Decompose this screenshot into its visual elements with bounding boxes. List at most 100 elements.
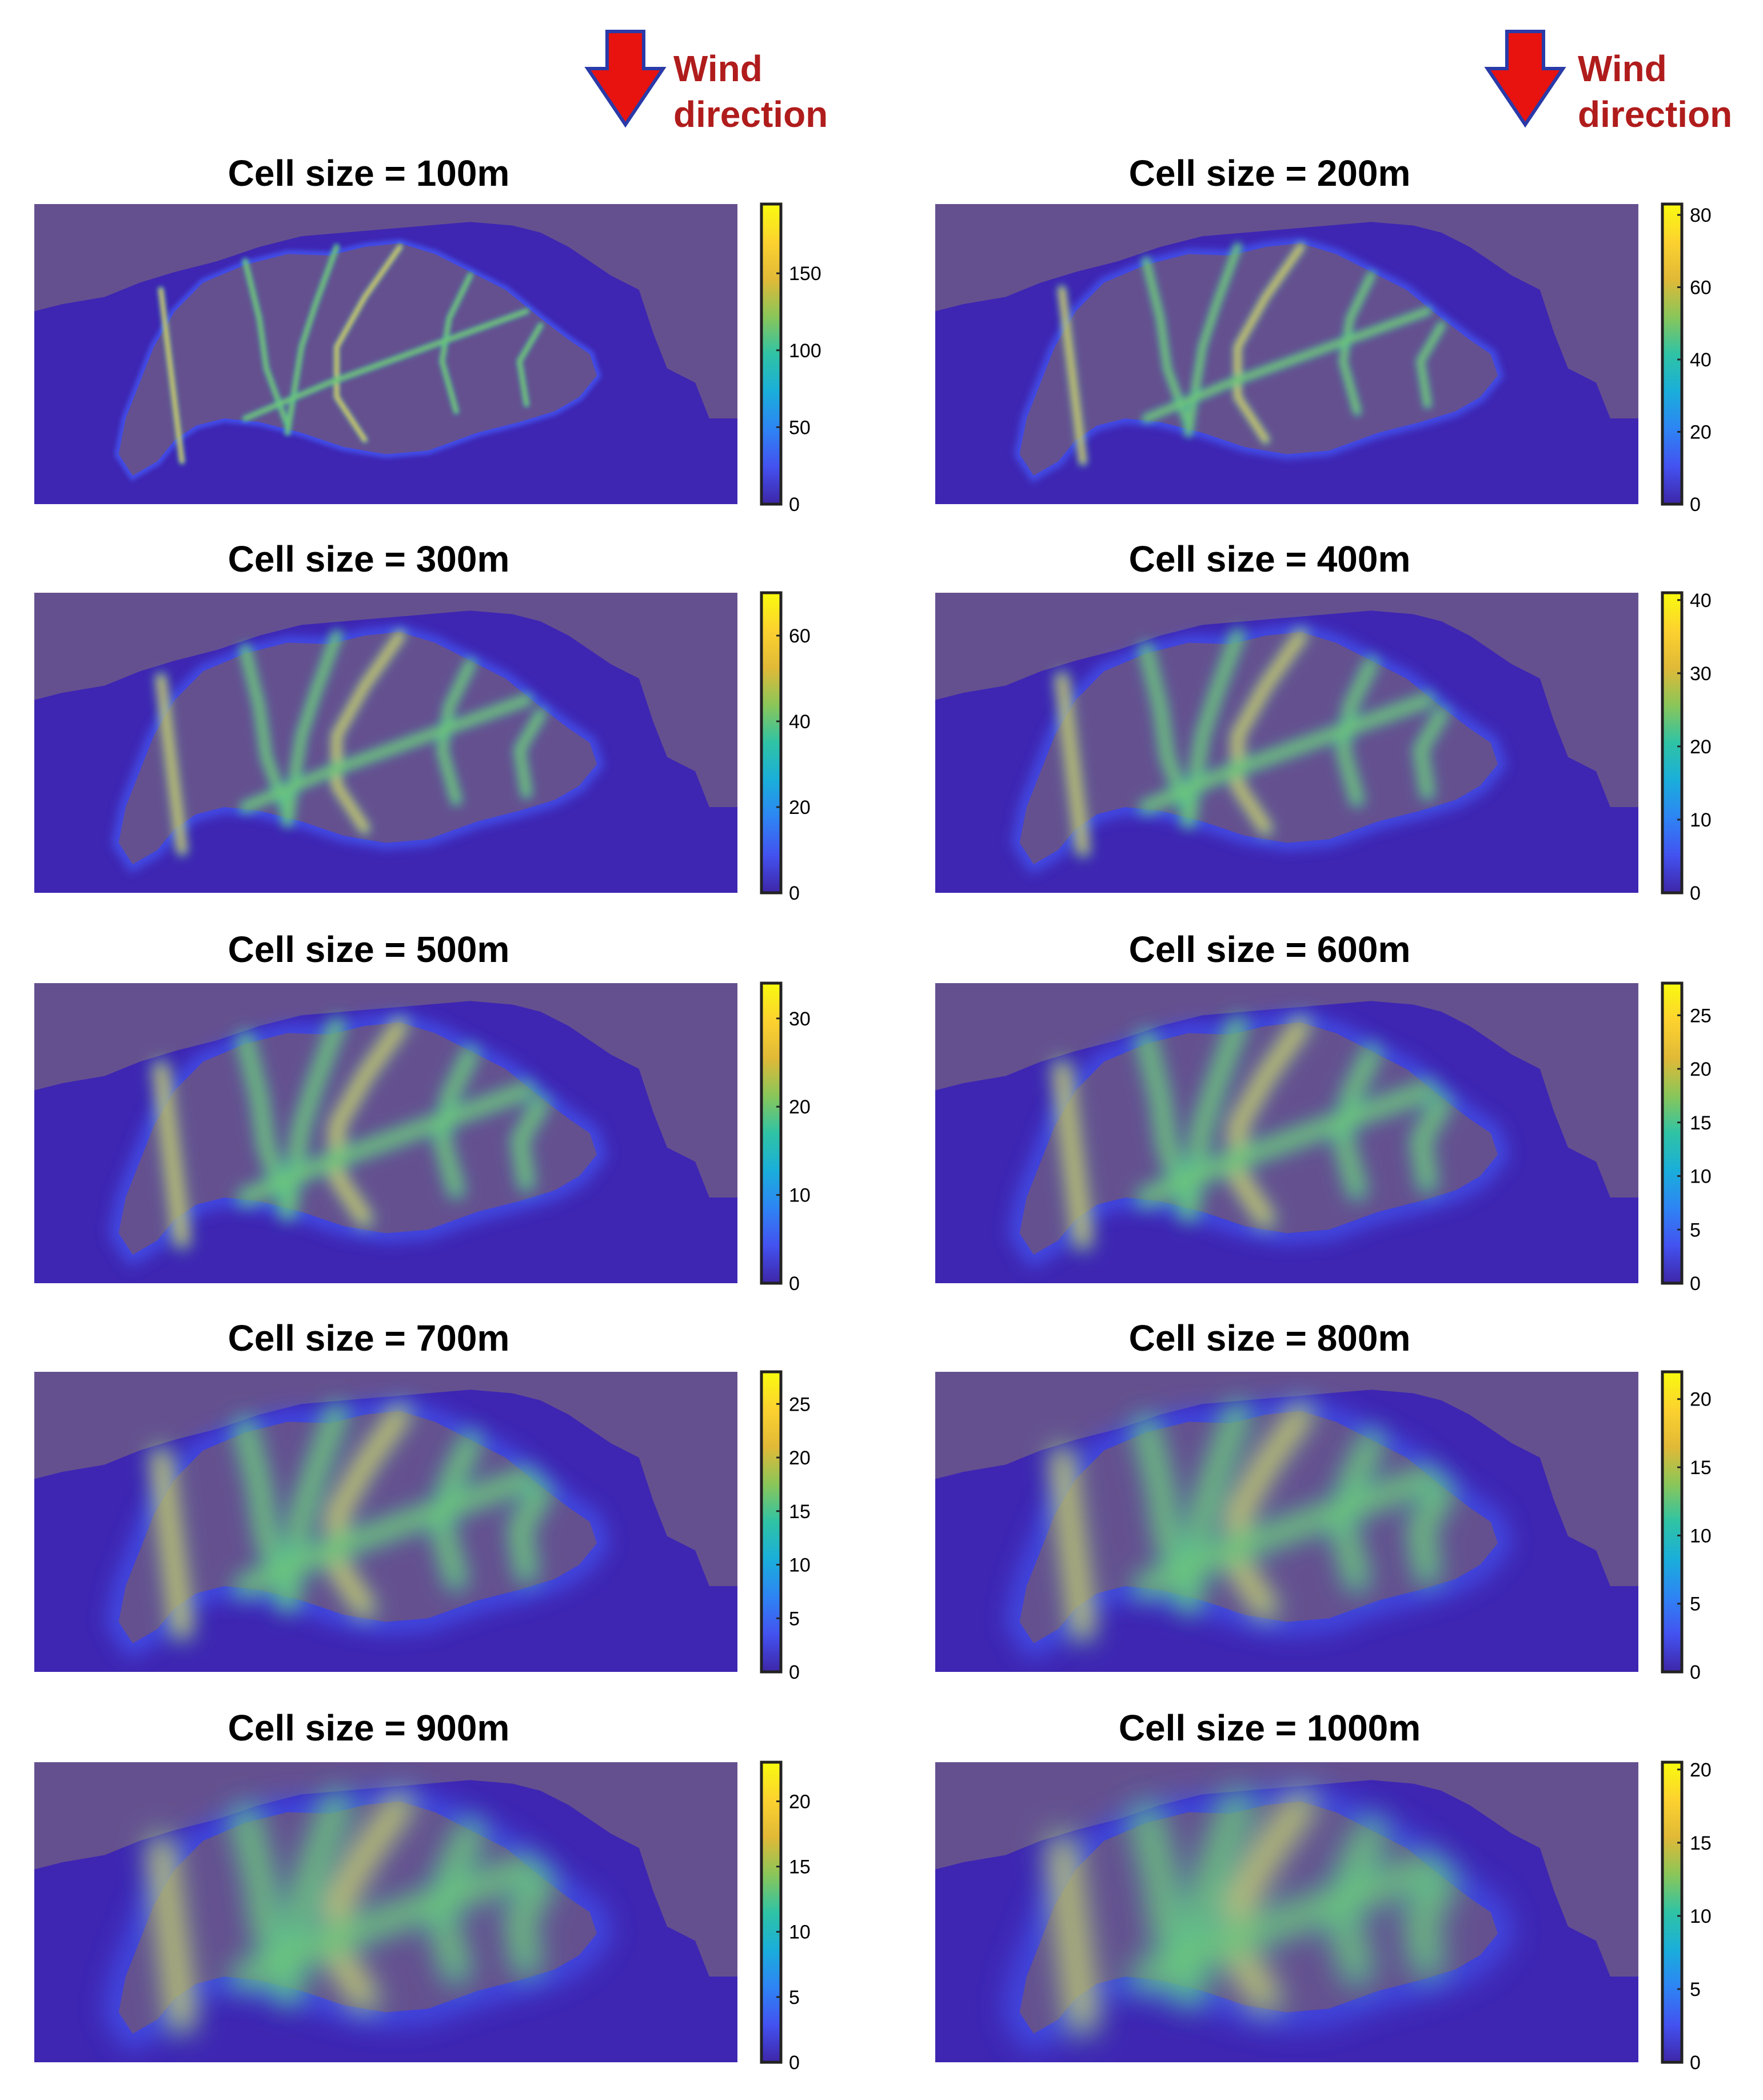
land-region (34, 1762, 737, 1977)
corridor-core (1414, 1487, 1448, 1579)
heatmap-plot-area (34, 983, 737, 1283)
corridor-layer (1050, 1014, 1453, 1252)
island-landmass (1019, 243, 1498, 476)
colorbar-tick-label: 0 (789, 883, 800, 904)
colorbar-tick-label: 30 (789, 1008, 811, 1030)
colorbar-tick-label: 30 (1690, 663, 1712, 685)
colorbar-tick-label: 20 (1690, 1759, 1712, 1781)
colorbar-tick-label: 150 (789, 263, 821, 285)
heatmap-panel: Cell size = 100m 0 50 100 150 (34, 153, 821, 516)
corridor-core (239, 1473, 533, 1592)
colorbar: 0 10 20 30 (760, 981, 811, 1295)
colorbar-tick-label: 80 (1690, 205, 1712, 226)
heatmap-panel: Cell size = 400m 0 10 20 30 40 (935, 538, 1712, 904)
land-region (935, 204, 1638, 418)
colorbar-tick-label: 5 (1690, 1594, 1701, 1615)
corridor-core (238, 1862, 534, 1984)
colorbar-gradient (760, 202, 783, 506)
wind-label-line1: Wind (673, 48, 763, 89)
colorbar: 0 10 20 30 40 (1661, 590, 1712, 904)
heatmap-plot-area (935, 1762, 1638, 2062)
corridor-core (335, 245, 402, 442)
corridor-core (513, 1487, 547, 1578)
wind-indicator-right: Wind direction (1484, 30, 1732, 135)
panel-title: Cell size = 200m (1129, 153, 1411, 194)
colorbar-tick-label: 40 (1690, 349, 1712, 371)
colorbar-tick-label: 60 (789, 625, 811, 647)
corridor-layer (151, 1016, 551, 1251)
colorbar-tick-label: 10 (1690, 1166, 1712, 1188)
land-region (34, 593, 737, 807)
wind-arrow-icon (1484, 30, 1566, 128)
panel-title: Cell size = 900m (228, 1707, 510, 1748)
corridor-core (330, 1408, 406, 1614)
corridor-core (1058, 674, 1087, 854)
corridor-core (1141, 1085, 1433, 1203)
colorbar-tick-label: 15 (1690, 1832, 1712, 1854)
colorbar-tick-label: 5 (789, 1987, 800, 2009)
island-landmass (118, 632, 597, 864)
heatmap-plot-area (34, 593, 737, 893)
corridor-layer (1056, 242, 1447, 466)
colorbar: 0 20 40 60 80 (1661, 202, 1712, 516)
corridor-layer (1043, 1787, 1460, 2038)
corridor-core (1230, 1797, 1309, 2006)
corridor-core (518, 324, 543, 406)
heatmap-plot-area (935, 593, 1638, 893)
heatmap-plot-area (34, 1762, 737, 2062)
colorbar-tick-label: 5 (789, 1608, 800, 1630)
corridor-core (241, 1085, 531, 1202)
colorbar-tick-label: 20 (789, 1791, 811, 1812)
colorbar-tick-label: 0 (1690, 494, 1701, 516)
heatmap-panel: Cell size = 600m 0 5 10 15 20 25 (935, 929, 1712, 1295)
colorbar-tick-label: 15 (789, 1501, 811, 1523)
panel-title: Cell size = 100m (228, 153, 510, 194)
panel-title: Cell size = 600m (1129, 929, 1411, 970)
colorbar-gradient (760, 591, 783, 895)
colorbar-gradient (1661, 591, 1684, 895)
colorbar-tick-label: 0 (789, 1662, 800, 1683)
corridor-core (1232, 1021, 1306, 1224)
heatmap-plot-area (34, 204, 737, 504)
corridor-core (1139, 1472, 1434, 1593)
corridor-core (1142, 696, 1431, 811)
panel-title: Cell size = 500m (228, 929, 510, 970)
wind-indicator-left: Wind direction (584, 30, 828, 135)
panel-title: Cell size = 300m (228, 538, 510, 580)
panel-title: Cell size = 1000m (1119, 1707, 1421, 1748)
colorbar-tick-label: 5 (1690, 1219, 1701, 1241)
colorbar-tick-label: 10 (789, 1185, 811, 1207)
colorbar-tick-label: 10 (789, 1922, 811, 1943)
heatmap-panel: Cell size = 700m 0 5 10 15 20 25 (34, 1318, 811, 1683)
corridor-core (516, 711, 544, 796)
corridor-core (242, 646, 290, 817)
colorbar: 0 50 100 150 (760, 202, 821, 516)
colorbar-tick-label: 10 (789, 1555, 811, 1576)
colorbar-tick-label: 0 (789, 2052, 800, 2074)
colorbar-tick-label: 20 (1690, 421, 1712, 443)
colorbar-tick-label: 15 (1690, 1112, 1712, 1134)
panel-title: Cell size = 700m (228, 1318, 510, 1359)
colorbar-tick-label: 40 (1690, 590, 1712, 612)
corridor-core (1234, 632, 1305, 832)
colorbar-gradient (760, 1760, 783, 2064)
corridor-core (244, 309, 528, 420)
corridor-core (329, 1798, 408, 2006)
corridor-core (1054, 1840, 1091, 2027)
corridor-core (1235, 245, 1303, 442)
corridor-core (1231, 1408, 1307, 1614)
colorbar-tick-label: 100 (789, 340, 821, 362)
colorbar-tick-label: 0 (789, 1273, 800, 1295)
heatmap-plot-area (935, 983, 1638, 1283)
heatmap-panel: Cell size = 300m 0 20 40 60 (34, 538, 811, 904)
colorbar-tick-label: 10 (1690, 1906, 1712, 1927)
colorbar-gradient (760, 981, 783, 1285)
colorbar-tick-label: 20 (1690, 1059, 1712, 1080)
colorbar-gradient (1661, 1370, 1684, 1674)
colorbar-tick-label: 0 (1690, 1662, 1701, 1683)
corridor-core (158, 675, 185, 853)
wind-label-line1: Wind (1578, 48, 1667, 89)
corridor-core (1144, 309, 1430, 421)
panel-title: Cell size = 800m (1129, 1318, 1411, 1359)
land-region (34, 1372, 737, 1586)
